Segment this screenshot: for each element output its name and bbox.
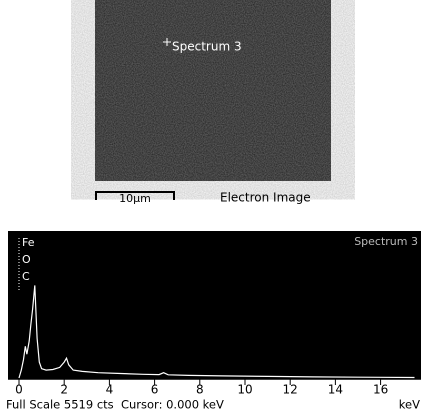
x-tick-label: 4 xyxy=(106,383,114,397)
spectrum-title: Spectrum 3 xyxy=(354,235,418,248)
spectrum: Fe O C Spectrum 3 Full Scale 5519 cts Cu… xyxy=(6,231,421,412)
x-tick-label: 12 xyxy=(283,383,298,397)
x-tick-label: 2 xyxy=(60,383,68,397)
x-tick-label: 0 xyxy=(15,383,23,397)
x-unit: keV xyxy=(399,398,420,412)
scale-label: 10µm xyxy=(119,192,151,205)
electron-image: Spectrum 3 10µm Electron Image xyxy=(95,0,331,205)
element-label: C xyxy=(22,270,30,283)
image-noise xyxy=(95,0,331,181)
image-caption: Electron Image xyxy=(220,191,311,205)
spectrum-line xyxy=(18,285,415,379)
x-tick-label: 8 xyxy=(196,383,204,397)
footer: Full Scale 5519 cts Cursor: 0.000 keV xyxy=(6,398,224,412)
spectrum-marker xyxy=(163,38,171,46)
x-tick-label: 14 xyxy=(328,383,343,397)
element-label: Fe xyxy=(22,236,35,249)
element-label: O xyxy=(22,253,31,266)
x-tick-label: 16 xyxy=(373,383,388,397)
x-tick-label: 6 xyxy=(151,383,159,397)
scale-bar xyxy=(95,191,175,200)
x-tick-label: 10 xyxy=(237,383,252,397)
marker-label: Spectrum 3 xyxy=(172,40,242,54)
spectrum-background xyxy=(8,231,421,379)
